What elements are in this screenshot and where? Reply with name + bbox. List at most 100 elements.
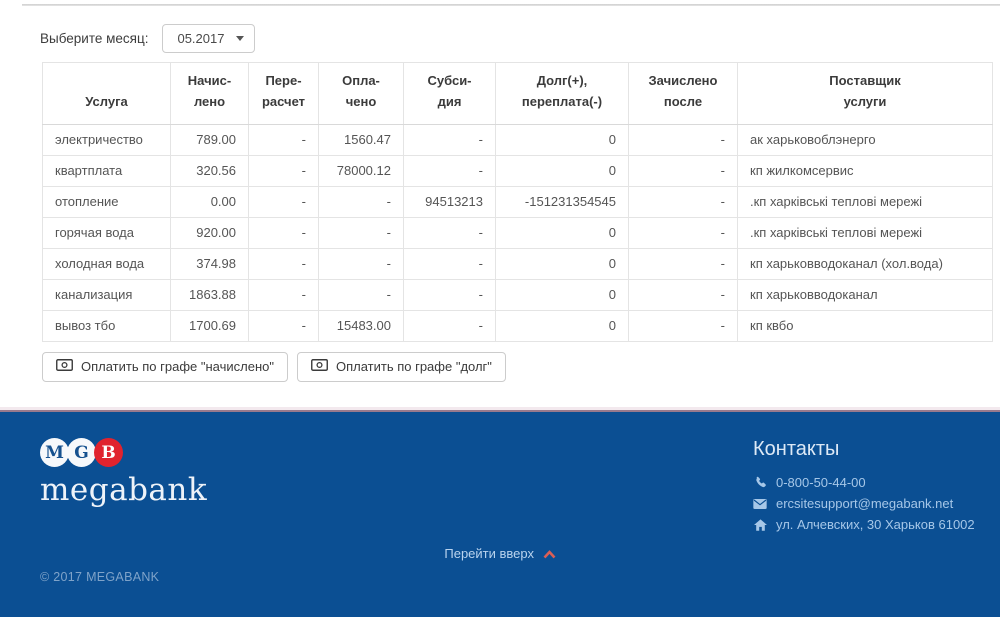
contact-address[interactable]: ул. Алчевских, 30 Харьков 61002 xyxy=(753,514,985,535)
cell-paid: - xyxy=(318,216,404,249)
header-supplier: Поставщик услуги xyxy=(737,62,993,125)
contacts-block: Контакты 0-800-50-44-00 ercsitesupport@m… xyxy=(753,438,985,535)
header-credited-after: Зачислено после xyxy=(628,62,738,125)
banknote-icon xyxy=(311,359,328,374)
cell-credited-after: - xyxy=(628,278,738,311)
month-selector-row: Выберите месяц: 05.2017 xyxy=(40,24,992,53)
cell-service: горячая вода xyxy=(42,216,171,249)
cell-debt: 0 xyxy=(495,123,629,156)
cell-subsidy: - xyxy=(403,309,496,342)
cell-credited-after: - xyxy=(628,123,738,156)
logo-circles: M G B xyxy=(40,438,207,467)
envelope-icon xyxy=(753,498,767,509)
main-content: Выберите месяц: 05.2017 Услуга Начис-лен… xyxy=(40,24,993,382)
cell-accrued: 789.00 xyxy=(170,123,249,156)
cell-recalculation: - xyxy=(248,123,319,156)
chevron-up-icon xyxy=(538,546,556,561)
payment-actions: Оплатить по графе "начислено" Оплатить п… xyxy=(42,351,992,382)
month-select-value: 05.2017 xyxy=(177,31,225,46)
cell-subsidy: 94513213 xyxy=(403,185,496,218)
services-table: Услуга Начис-лено Пере-расчет Опла-чено … xyxy=(42,62,993,342)
cell-debt: 0 xyxy=(495,278,629,311)
contacts-title: Контакты xyxy=(753,438,840,460)
cell-service: вывоз тбо xyxy=(42,309,171,342)
cell-service: электричество xyxy=(42,123,171,156)
table-row: вывоз тбо 1700.69-15483.00-0- кп квбо xyxy=(42,309,993,342)
cell-subsidy: - xyxy=(403,123,496,156)
cell-paid: 1560.47 xyxy=(318,123,404,156)
pay-debt-label: Оплатить по графе "долг" xyxy=(335,359,492,375)
phone-icon xyxy=(753,476,767,489)
cell-paid: 78000.12 xyxy=(318,154,404,187)
megabank-logo: M G B megabank xyxy=(40,438,207,508)
cell-subsidy: - xyxy=(403,154,496,187)
cell-subsidy: - xyxy=(403,247,496,280)
go-to-top-link[interactable]: Перейти вверх xyxy=(0,546,1000,561)
cell-credited-after: - xyxy=(628,247,738,280)
cell-service: холодная вода xyxy=(42,247,171,280)
pay-accrued-label: Оплатить по графе "начислено" xyxy=(81,359,274,375)
cell-paid: - xyxy=(318,247,404,280)
cell-debt: 0 xyxy=(495,247,629,280)
cell-supplier: кп квбо xyxy=(737,309,993,342)
cell-credited-after: - xyxy=(628,309,738,342)
cell-supplier: кп жилкомсервис xyxy=(737,154,993,187)
logo-circle-g: G xyxy=(67,438,96,467)
cell-debt: -151231354545 xyxy=(495,185,629,218)
services-table-body: электричество 789.00-1560.47-0- ак харьков… xyxy=(42,123,993,342)
top-divider xyxy=(22,4,1000,6)
table-row: отопление 0.00- -94513213 -151231354545- .кп… xyxy=(42,185,993,218)
table-row: электричество 789.00-1560.47-0- ак харьков… xyxy=(42,123,993,156)
pay-accrued-button[interactable]: Оплатить по графе "начислено" xyxy=(42,351,288,382)
chevron-down-icon xyxy=(236,36,245,41)
table-header-row: Услуга Начис-лено Пере-расчет Опла-чено … xyxy=(42,62,993,125)
home-icon xyxy=(753,518,767,531)
cell-supplier: кп харьковводоканал xyxy=(737,278,993,311)
header-recalculation: Пере-расчет xyxy=(248,62,319,125)
cell-recalculation: - xyxy=(248,309,319,342)
go-to-top-label: Перейти вверх xyxy=(444,546,534,561)
header-debt: Долг(+), переплата(-) xyxy=(495,62,629,125)
contact-address-text: ул. Алчевских, 30 Харьков 61002 xyxy=(776,517,975,532)
copyright-text: © 2017 MEGABANK xyxy=(40,570,160,584)
cell-service: квартплата xyxy=(42,154,171,187)
cell-accrued: 920.00 xyxy=(170,216,249,249)
logo-circle-b: B xyxy=(94,438,123,467)
contact-phone-text: 0-800-50-44-00 xyxy=(776,475,866,490)
contact-email[interactable]: ercsitesupport@megabank.net xyxy=(753,493,985,514)
cell-recalculation: - xyxy=(248,185,319,218)
footer: M G B megabank Контакты 0-800-50-44-00 e… xyxy=(0,410,1000,617)
cell-supplier: ак харьковоблэнерго xyxy=(737,123,993,156)
cell-accrued: 374.98 xyxy=(170,247,249,280)
table-row: холодная вода 374.98- - -0- кп харьковводока… xyxy=(42,247,993,280)
cell-debt: 0 xyxy=(495,154,629,187)
cell-supplier: .кп харківські теплові мережі xyxy=(737,216,993,249)
cell-credited-after: - xyxy=(628,154,738,187)
pay-debt-button[interactable]: Оплатить по графе "долг" xyxy=(296,351,506,382)
month-select-dropdown[interactable]: 05.2017 xyxy=(162,24,256,53)
header-service: Услуга xyxy=(42,62,171,125)
header-subsidy: Субси-дия xyxy=(403,62,496,125)
cell-service: отопление xyxy=(42,185,171,218)
header-paid: Опла-чено xyxy=(318,62,404,125)
cell-subsidy: - xyxy=(403,278,496,311)
month-selector-label: Выберите месяц: xyxy=(40,31,149,46)
cell-recalculation: - xyxy=(248,216,319,249)
cell-accrued: 320.56 xyxy=(170,154,249,187)
cell-accrued: 0.00 xyxy=(170,185,249,218)
cell-debt: 0 xyxy=(495,216,629,249)
cell-paid: 15483.00 xyxy=(318,309,404,342)
table-row: канализация 1863.88- - -0- кп харьковводокан… xyxy=(42,278,993,311)
cell-supplier: кп харьковводоканал (хол.вода) xyxy=(737,247,993,280)
cell-recalculation: - xyxy=(248,154,319,187)
logo-circle-m: M xyxy=(40,438,69,467)
cell-credited-after: - xyxy=(628,216,738,249)
cell-accrued: 1863.88 xyxy=(170,278,249,311)
cell-supplier: .кп харківські теплові мережі xyxy=(737,185,993,218)
table-row: квартплата 320.56-78000.12-0- кп жилкомсер… xyxy=(42,154,993,187)
cell-service: канализация xyxy=(42,278,171,311)
cell-accrued: 1700.69 xyxy=(170,309,249,342)
contact-phone[interactable]: 0-800-50-44-00 xyxy=(753,472,985,493)
table-row: горячая вода 920.00- - -0- .кп харківські те… xyxy=(42,216,993,249)
cell-recalculation: - xyxy=(248,278,319,311)
